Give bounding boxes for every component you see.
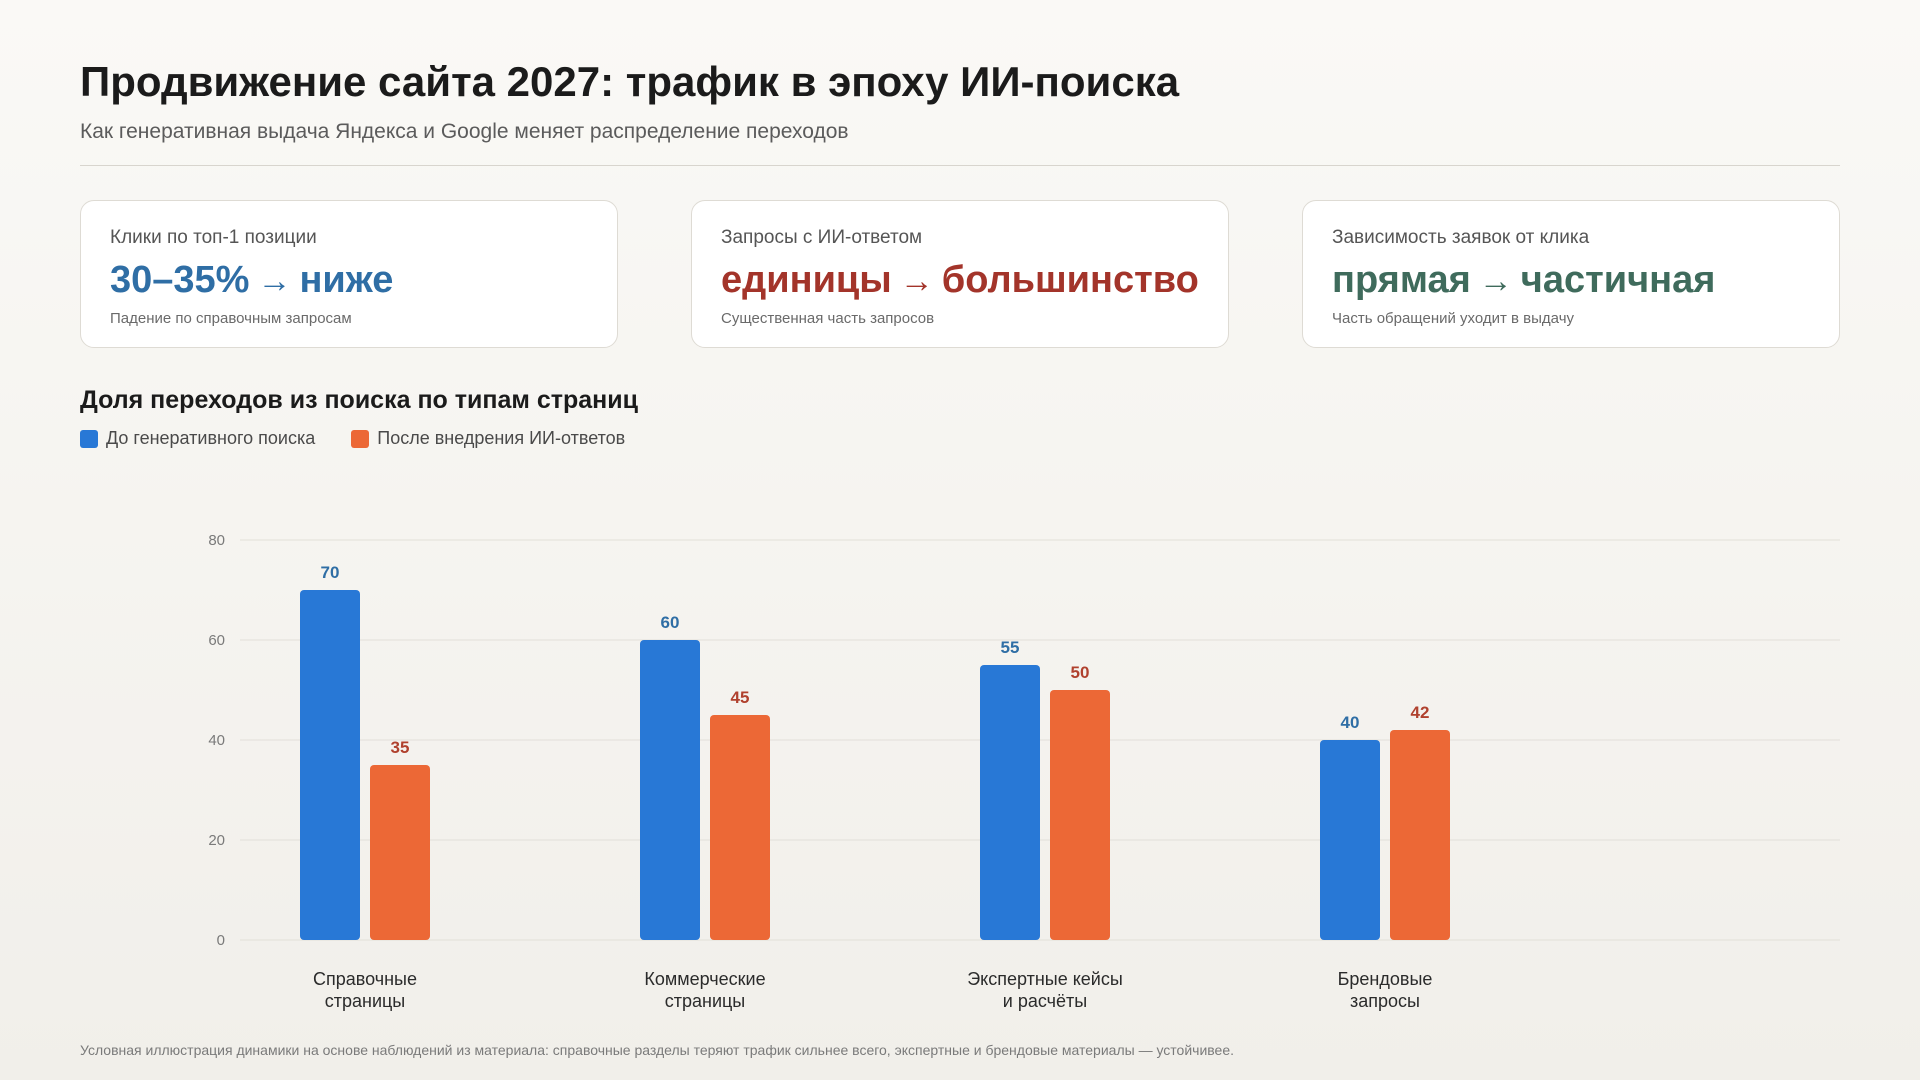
x-tick-label: Брендовые [1338,969,1433,989]
page-subtitle: Как генеративная выдача Яндекса и Google… [80,120,849,143]
footnote: Условная иллюстрация динамики на основе … [80,1042,1235,1058]
page-title: Продвижение сайта 2027: трафик в эпоху И… [80,58,1180,105]
stat-value-to: большинство [941,259,1199,301]
header-divider [80,165,1840,166]
stat-card-clicks: Клики по топ-1 позиции 30–35% → ниже Паден… [80,200,618,348]
bar-value-label: 42 [1411,703,1430,722]
stat-card-value: прямая → частичная [1332,259,1810,302]
stat-card-ai-queries: Запросы с ИИ-ответом единицы → большинство… [691,200,1229,348]
arrow-icon: → [899,262,934,300]
stat-card-label: Зависимость заявок от клика [1332,227,1590,248]
y-tick-label: 80 [208,532,225,549]
x-tick-label: страницы [325,991,406,1011]
stat-value-to: частичная [1520,259,1716,301]
chart-legend: До генеративного поиска После внедрения … [80,428,625,449]
bar [1320,740,1380,940]
bar [1050,690,1110,940]
bar [980,665,1040,940]
bar [640,640,700,940]
legend-item-after: После внедрения ИИ-ответов [351,428,625,449]
legend-swatch-before [80,429,98,448]
y-tick-label: 0 [217,932,225,949]
stat-value-from: 30–35% [110,259,250,301]
x-tick-label: Справочные [313,969,417,989]
bar-value-label: 45 [731,688,750,707]
bar [300,590,360,940]
bar-value-label: 60 [661,613,680,632]
legend-swatch-after [351,429,370,448]
legend-item-before: До генеративного поиска [80,428,315,449]
stat-card-note: Часть обращений уходит в выдачу [1332,310,1575,327]
x-tick-label: страницы [665,991,746,1011]
stat-card-value: 30–35% → ниже [110,259,588,302]
stat-value-to: ниже [299,259,394,301]
bar-value-label: 55 [1001,638,1020,657]
stat-value-from: прямая [1332,259,1471,301]
x-tick-label: Экспертные кейсы [967,969,1123,989]
stat-card-note: Существенная часть запросов [721,310,935,327]
stat-value-from: единицы [721,259,892,301]
stat-card-value: единицы → большинство [721,259,1199,302]
stat-card-label: Клики по топ-1 позиции [110,227,317,248]
legend-label-before: До генеративного поиска [106,428,316,448]
y-tick-label: 40 [208,732,225,749]
bar [710,715,770,940]
bar [370,765,430,940]
bar [1390,730,1450,940]
bar-value-label: 50 [1071,663,1090,682]
legend-label-after: После внедрения ИИ-ответов [377,428,626,448]
bar-value-label: 70 [321,563,340,582]
x-tick-label: Коммерческие [644,969,765,989]
arrow-icon: → [1478,262,1513,300]
arrow-icon: → [257,262,292,300]
stat-card-note: Падение по справочным запросам [110,310,352,327]
bar-value-label: 35 [391,738,410,757]
page: Продвижение сайта 2027: трафик в эпоху И… [80,0,1840,1080]
x-tick-label: и расчёты [1003,991,1087,1011]
y-tick-label: 20 [208,832,225,849]
x-tick-label: запросы [1350,991,1420,1011]
stat-card-label: Запросы с ИИ-ответом [721,227,923,248]
bar-value-label: 40 [1341,713,1360,732]
chart-title: Доля переходов из поиска по типам страни… [80,386,638,414]
stat-cards: Клики по топ-1 позиции 30–35% → ниже Паден… [80,200,1840,350]
y-tick-label: 60 [208,632,225,649]
bar-chart: 0204060807035Справочныестраницы6045Комме… [208,532,1840,1011]
stat-card-leads: Зависимость заявок от клика прямая → части… [1302,200,1840,348]
